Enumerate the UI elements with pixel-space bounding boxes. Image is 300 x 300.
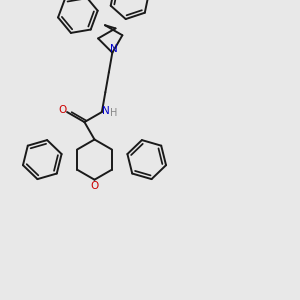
Text: H: H [110,108,117,118]
Text: O: O [58,105,67,115]
Text: O: O [90,181,99,191]
Text: N: N [102,106,109,116]
Text: N: N [110,44,118,54]
